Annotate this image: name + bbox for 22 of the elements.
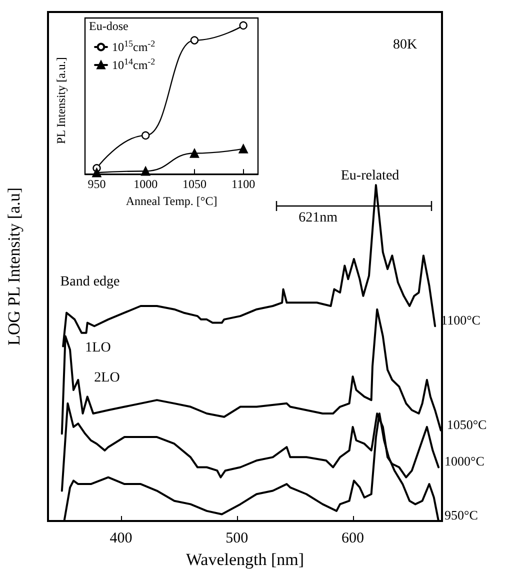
text: Eu-related [340,168,400,184]
y-axis-title: PL Intensity [a.u.] [54,57,68,144]
x-tick-label: 1000 [134,177,158,192]
x-tick-label: 400 [110,530,132,546]
annotation: Band edge [60,274,120,290]
annotation: 2LO [94,370,120,386]
series-label: 1000°C [444,454,484,469]
annotation: 1LO [85,340,111,356]
x-tick-label: 1100 [232,177,256,192]
series-label: 1100°C [441,312,480,328]
annotation: 621nm [298,210,338,226]
x-axis-title: Anneal Temp. [°C] [126,194,218,208]
series-label: 950°C [444,508,478,522]
text: 80K [392,38,418,52]
x-tick-label: 1050 [182,177,206,192]
x-tick-label: 600 [342,530,364,546]
x-tick-label: 950 [88,177,106,192]
x-axis-title: Wavelength [nm] [186,550,304,569]
y-axis-title: LOG PL Intensity [a.u] [4,187,24,346]
series-label: 1050°C [446,416,487,432]
legend-title: Eu-dose [89,19,128,33]
x-tick-label: 500 [226,530,248,546]
